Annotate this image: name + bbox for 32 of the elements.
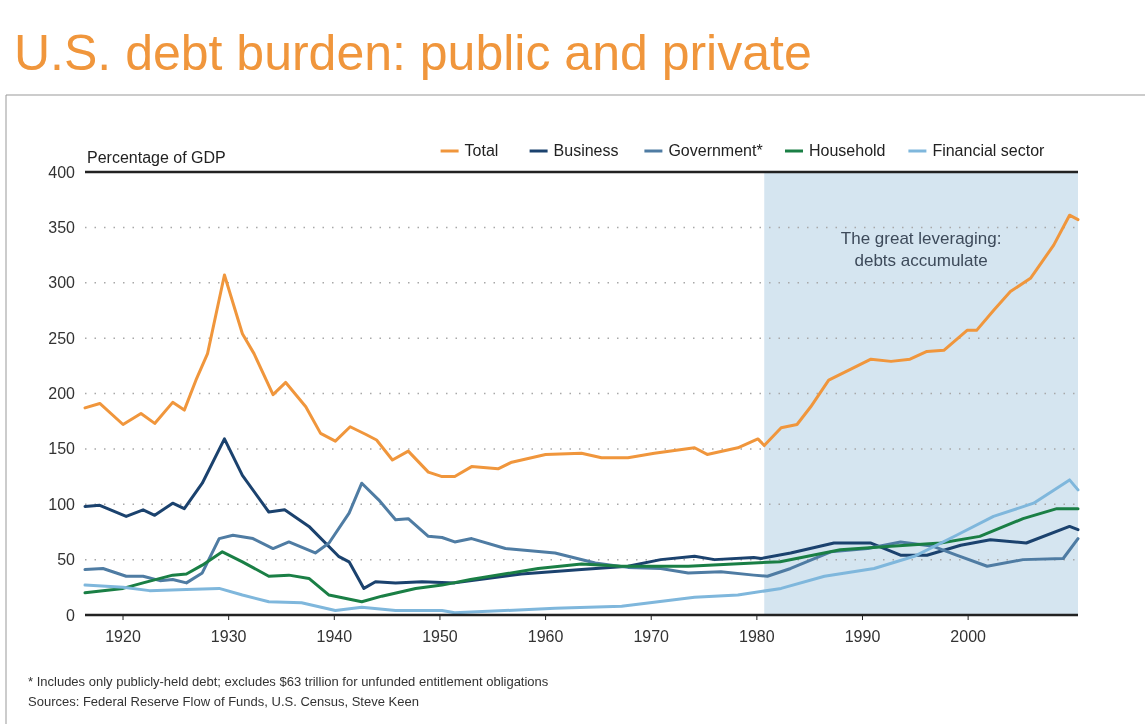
y-axis-title: Percentage of GDP xyxy=(87,149,226,166)
y-tick-label: 300 xyxy=(48,274,76,292)
x-tick-label: 1950 xyxy=(422,628,458,645)
chart-title: U.S. debt burden: public and private xyxy=(14,25,812,81)
x-tick-label: 1980 xyxy=(739,628,775,645)
y-tick-label: 400 xyxy=(48,163,76,181)
x-tick-label: 1960 xyxy=(527,628,564,645)
legend-label: Government* xyxy=(668,142,763,159)
y-tick-label: 100 xyxy=(48,495,76,513)
x-tick-label: 1990 xyxy=(844,628,881,645)
y-tick-label: 50 xyxy=(57,551,76,569)
line-series xyxy=(83,478,1080,615)
legend-label: Financial sector xyxy=(932,142,1046,159)
line-series xyxy=(83,213,1080,479)
x-tick-label: 1930 xyxy=(210,628,247,645)
x-tick-label: 2000 xyxy=(950,628,987,645)
y-tick-label: 350 xyxy=(48,218,76,236)
y-tick-label: 0 xyxy=(66,606,76,624)
source-note: Sources: Federal Reserve Flow of Funds, U.S. Census, Steve Keen xyxy=(28,694,419,709)
x-tick-label: 1920 xyxy=(105,628,141,645)
x-tick-label: 1970 xyxy=(633,628,670,645)
legend-label: Business xyxy=(553,142,619,159)
text: * Includes only publicly-held debt; excludes $63 trillion for unfunded entitlement obligations xyxy=(28,674,549,689)
band-label: The great leveraging: debts accumulate xyxy=(840,229,1002,270)
legend-label: Total xyxy=(464,142,499,159)
y-tick-label: 250 xyxy=(48,329,76,347)
y-tick-label: 150 xyxy=(48,440,76,458)
legend-label: Household xyxy=(809,142,886,159)
line-series xyxy=(83,437,1080,590)
x-tick-label: 1940 xyxy=(316,628,353,645)
y-tick-label: 200 xyxy=(48,385,76,403)
line-series xyxy=(83,507,1080,604)
